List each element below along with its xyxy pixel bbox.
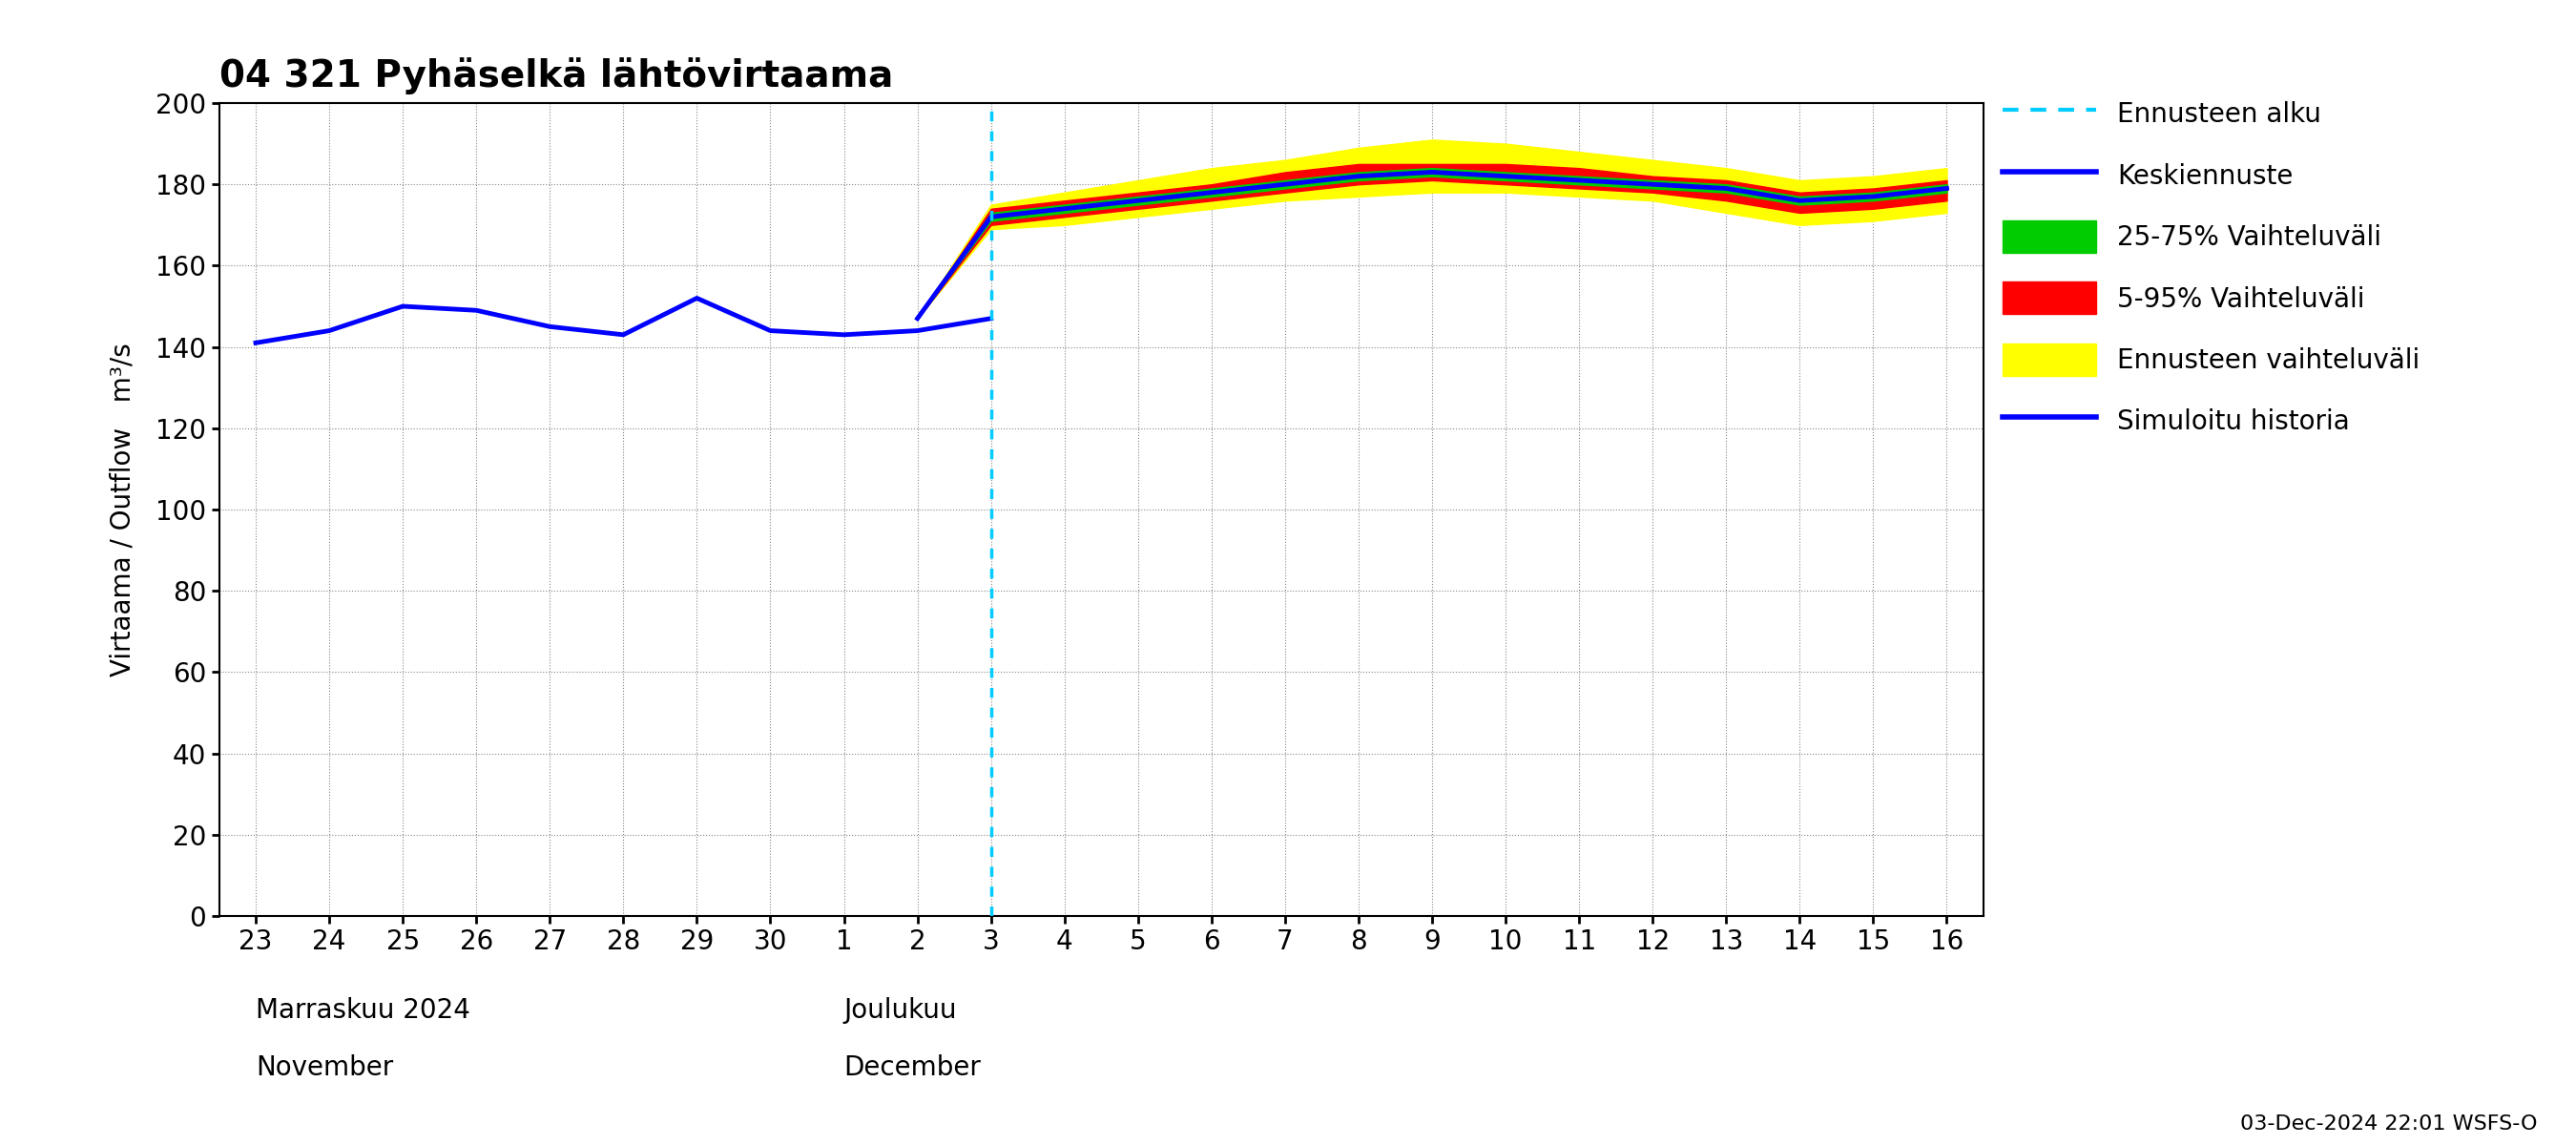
Text: Joulukuu: Joulukuu [845, 997, 956, 1024]
Text: December: December [845, 1055, 981, 1081]
Y-axis label: Virtaama / Outflow   m³/s: Virtaama / Outflow m³/s [108, 342, 137, 677]
Text: Marraskuu 2024: Marraskuu 2024 [255, 997, 471, 1024]
Legend: Ennusteen alku, Keskiennuste, 25-75% Vaihteluväli, 5-95% Vaihteluväli, Ennusteen: Ennusteen alku, Keskiennuste, 25-75% Vai… [1991, 87, 2429, 448]
Text: 03-Dec-2024 22:01 WSFS-O: 03-Dec-2024 22:01 WSFS-O [2241, 1114, 2537, 1134]
Text: November: November [255, 1055, 394, 1081]
Text: 04 321 Pyhäselkä lähtövirtaama: 04 321 Pyhäselkä lähtövirtaama [219, 57, 894, 95]
